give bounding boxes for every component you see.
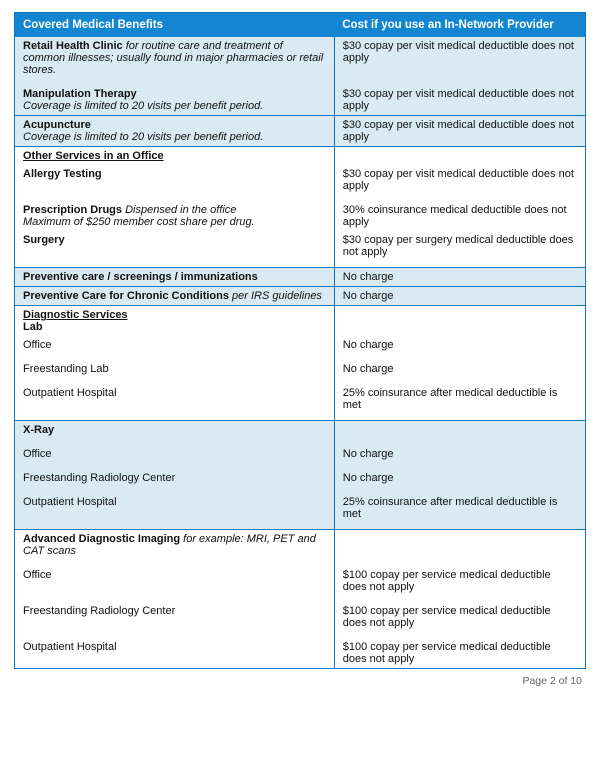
row-adi-header: Advanced Diagnostic Imaging for example:…	[15, 530, 586, 561]
row-lab-outpatient: Outpatient Hospital 25% coinsurance afte…	[15, 384, 586, 414]
row-lab-office: Office No charge	[15, 336, 586, 354]
retail-clinic-cost: $30 copay per visit medical deductible d…	[334, 37, 585, 79]
acupuncture-note: Coverage is limited to 20 visits per ben…	[23, 131, 326, 143]
adi-office-cost: $100 copay per service medical deductibl…	[334, 566, 585, 596]
preventive-chronic-title: Preventive Care for Chronic Conditions	[23, 290, 229, 302]
allergy-title: Allergy Testing	[15, 165, 335, 195]
acupuncture-title: Acupuncture	[23, 119, 326, 131]
preventive-chronic-benefit: Preventive Care for Chronic Conditions p…	[15, 287, 335, 306]
row-diagnostic-header: Diagnostic Services Lab	[15, 306, 586, 337]
row-preventive: Preventive care / screenings / immunizat…	[15, 268, 586, 287]
lab-outpatient-label: Outpatient Hospital	[15, 384, 335, 414]
adi-office-label: Office	[15, 566, 335, 596]
adi-outpatient-cost: $100 copay per service medical deductibl…	[334, 638, 585, 669]
benefits-table: Covered Medical Benefits Cost if you use…	[14, 12, 586, 669]
row-preventive-chronic: Preventive Care for Chronic Conditions p…	[15, 287, 586, 306]
rx-title: Prescription Drugs	[23, 204, 122, 216]
surgery-cost: $30 copay per surgery medical deductible…	[334, 231, 585, 261]
table-header-row: Covered Medical Benefits Cost if you use…	[15, 13, 586, 38]
adi-freestanding-cost: $100 copay per service medical deductibl…	[334, 602, 585, 632]
adi-header-cell: Advanced Diagnostic Imaging for example:…	[15, 530, 335, 561]
row-other-services-header: Other Services in an Office	[15, 147, 586, 166]
xray-freestanding-label: Freestanding Radiology Center	[15, 469, 335, 487]
manipulation-benefit: Manipulation Therapy Coverage is limited…	[15, 85, 335, 116]
lab-header: Lab	[23, 321, 326, 333]
adi-title: Advanced Diagnostic Imaging	[23, 533, 180, 545]
header-cost: Cost if you use an In-Network Provider	[334, 13, 585, 38]
xray-office-cost: No charge	[334, 445, 585, 463]
xray-office-label: Office	[15, 445, 335, 463]
acupuncture-cost: $30 copay per visit medical deductible d…	[334, 116, 585, 147]
manipulation-note: Coverage is limited to 20 visits per ben…	[23, 100, 326, 112]
diagnostic-header-cell: Diagnostic Services Lab	[15, 306, 335, 337]
xray-outpatient-cost: 25% coinsurance after medical deductible…	[334, 493, 585, 523]
manipulation-title: Manipulation Therapy	[23, 88, 326, 100]
row-rx: Prescription Drugs Dispensed in the offi…	[15, 201, 586, 231]
row-allergy: Allergy Testing $30 copay per visit medi…	[15, 165, 586, 195]
rx-note2: Maximum of $250 member cost share per dr…	[23, 216, 326, 228]
page: Covered Medical Benefits Cost if you use…	[0, 0, 600, 695]
adi-outpatient-label: Outpatient Hospital	[15, 638, 335, 669]
lab-outpatient-cost: 25% coinsurance after medical deductible…	[334, 384, 585, 414]
row-surgery: Surgery $30 copay per surgery medical de…	[15, 231, 586, 261]
xray-freestanding-cost: No charge	[334, 469, 585, 487]
row-lab-freestanding: Freestanding Lab No charge	[15, 360, 586, 378]
row-adi-freestanding: Freestanding Radiology Center $100 copay…	[15, 602, 586, 632]
preventive-chronic-note: per IRS guidelines	[232, 290, 322, 302]
row-xray-header: X-Ray	[15, 421, 586, 440]
row-retail-clinic: Retail Health Clinic for routine care an…	[15, 37, 586, 79]
manipulation-cost: $30 copay per visit medical deductible d…	[334, 85, 585, 116]
rx-benefit: Prescription Drugs Dispensed in the offi…	[15, 201, 335, 231]
row-acupuncture: Acupuncture Coverage is limited to 20 vi…	[15, 116, 586, 147]
xray-outpatient-label: Outpatient Hospital	[15, 493, 335, 523]
preventive-chronic-cost: No charge	[334, 287, 585, 306]
retail-clinic-benefit: Retail Health Clinic for routine care an…	[15, 37, 335, 79]
lab-office-cost: No charge	[334, 336, 585, 354]
rx-cost: 30% coinsurance medical deductible does …	[334, 201, 585, 231]
row-xray-freestanding: Freestanding Radiology Center No charge	[15, 469, 586, 487]
page-footer: Page 2 of 10	[14, 669, 586, 687]
row-manipulation: Manipulation Therapy Coverage is limited…	[15, 85, 586, 116]
row-adi-outpatient: Outpatient Hospital $100 copay per servi…	[15, 638, 586, 669]
lab-freestanding-cost: No charge	[334, 360, 585, 378]
other-services-header: Other Services in an Office	[15, 147, 335, 166]
row-xray-outpatient: Outpatient Hospital 25% coinsurance afte…	[15, 493, 586, 523]
row-adi-office: Office $100 copay per service medical de…	[15, 566, 586, 596]
diagnostic-header: Diagnostic Services	[23, 309, 326, 321]
row-xray-office: Office No charge	[15, 445, 586, 463]
lab-freestanding-label: Freestanding Lab	[15, 360, 335, 378]
surgery-title: Surgery	[15, 231, 335, 261]
acupuncture-benefit: Acupuncture Coverage is limited to 20 vi…	[15, 116, 335, 147]
allergy-cost: $30 copay per visit medical deductible d…	[334, 165, 585, 195]
preventive-title: Preventive care / screenings / immunizat…	[15, 268, 335, 287]
rx-note1: Dispensed in the office	[125, 204, 236, 216]
lab-office-label: Office	[15, 336, 335, 354]
retail-clinic-title: Retail Health Clinic	[23, 40, 123, 52]
header-benefits: Covered Medical Benefits	[15, 13, 335, 38]
xray-header: X-Ray	[15, 421, 335, 440]
adi-freestanding-label: Freestanding Radiology Center	[15, 602, 335, 632]
preventive-cost: No charge	[334, 268, 585, 287]
